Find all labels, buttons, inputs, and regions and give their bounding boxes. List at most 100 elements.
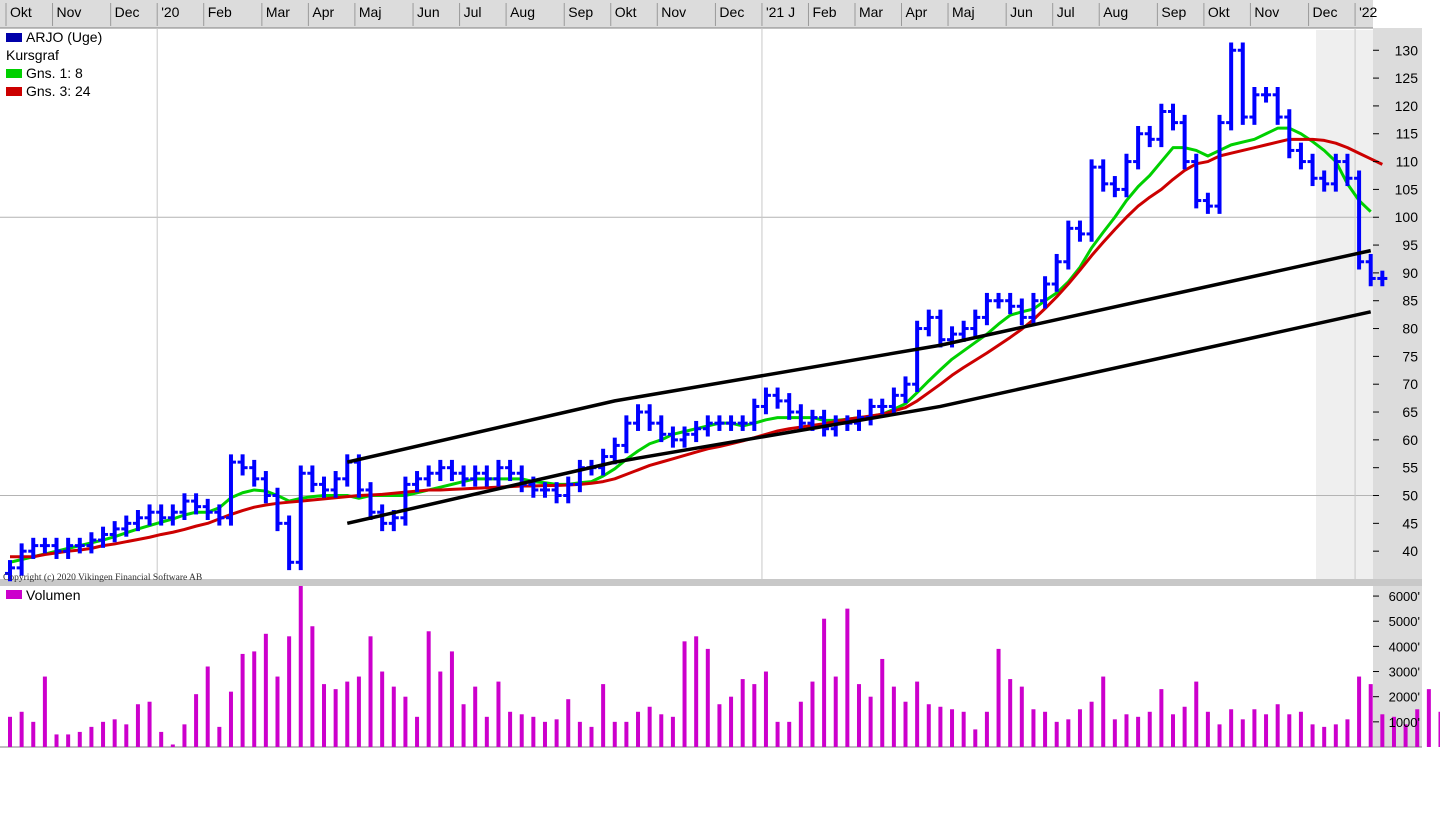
volume-bar <box>1287 714 1292 747</box>
time-axis-label: Feb <box>208 4 232 20</box>
volume-bar <box>159 731 164 747</box>
volume-bar <box>1391 716 1396 747</box>
price-axis-label: 105 <box>1395 181 1419 197</box>
volume-bar <box>729 696 734 747</box>
volume-bar <box>461 704 466 747</box>
volume-bar <box>752 684 757 747</box>
volume-bar <box>775 721 780 747</box>
volume-bar <box>798 701 803 747</box>
time-axis-label: Aug <box>1103 4 1128 20</box>
volume-bar <box>19 711 24 747</box>
grid-layer <box>0 28 1373 579</box>
volume-bar <box>240 653 245 747</box>
volume-bar <box>1147 711 1152 747</box>
volume-bar <box>612 721 617 747</box>
volume-bar <box>996 648 1001 747</box>
time-axis-label: Apr <box>906 4 928 20</box>
volume-bar <box>1438 711 1440 747</box>
volume-bar <box>1322 726 1327 747</box>
volume-bar <box>961 711 966 747</box>
volume-bar <box>1415 709 1420 747</box>
volume-bar <box>1112 719 1117 747</box>
price-axis-label: 120 <box>1395 98 1419 114</box>
time-axis-label: Nov <box>1254 4 1279 20</box>
volume-bar <box>1194 681 1199 747</box>
volume-bar <box>833 676 838 747</box>
volume-bar <box>1357 676 1362 747</box>
volume-bar <box>810 681 815 747</box>
volume-bar <box>368 636 373 747</box>
volume-bar <box>822 618 827 747</box>
volume-bar <box>438 671 443 747</box>
volume-bar <box>77 731 82 747</box>
legend-swatch-ma8 <box>6 69 22 78</box>
volume-bar <box>1333 724 1338 747</box>
volume-bar <box>1077 709 1082 747</box>
volume-bar <box>868 696 873 747</box>
volume-bar <box>1310 724 1315 747</box>
volume-bar <box>252 651 257 747</box>
volume-bar <box>856 684 861 747</box>
volume-bar <box>938 706 943 747</box>
volume-bar <box>1345 719 1350 747</box>
volume-bar <box>1368 684 1373 747</box>
volume-bar <box>915 681 920 747</box>
volume-bar <box>845 608 850 747</box>
volume-axis-label: 1000' <box>1389 715 1420 730</box>
volume-bar <box>1298 711 1303 747</box>
legend: ARJO (Uge) Kursgraf Gns. 1: 8 Gns. 3: 24 <box>6 29 102 99</box>
volume-bar <box>449 651 454 747</box>
time-axis-label: Nov <box>57 4 82 20</box>
volume-bar <box>1008 679 1013 747</box>
price-axis-label: 90 <box>1402 265 1418 281</box>
moving-average-layer <box>9 126 1383 564</box>
price-axis-label: 100 <box>1395 209 1419 225</box>
volume-bar <box>1240 719 1245 747</box>
volume-bar <box>1054 721 1059 747</box>
price-bars-layer <box>5 42 1388 582</box>
volume-bar <box>89 726 94 747</box>
price-axis-label: 50 <box>1402 488 1418 504</box>
volume-bar <box>8 716 12 747</box>
volume-bar <box>1403 724 1408 747</box>
legend-label-price: ARJO (Uge) <box>26 29 102 45</box>
legend-swatch-volume <box>6 590 22 599</box>
volume-bar <box>380 671 385 747</box>
volume-bar <box>42 676 47 747</box>
time-axis-label: '21 J <box>766 4 795 20</box>
volume-bars-layer <box>8 586 1440 747</box>
volume-bar <box>1380 714 1385 747</box>
volume-bar <box>403 696 408 747</box>
current-period-shade <box>1316 30 1373 579</box>
volume-bar <box>659 714 664 747</box>
time-axis-label: Dec <box>719 4 744 20</box>
volume-bar <box>903 701 908 747</box>
volume-bar <box>682 641 687 747</box>
volume-bar <box>542 721 547 747</box>
volume-bar <box>566 699 571 747</box>
volume-bar <box>124 724 129 747</box>
volume-bar <box>740 679 745 747</box>
time-axis-label: Dec <box>1313 4 1338 20</box>
time-axis-label: Mar <box>859 4 883 20</box>
volume-bar <box>787 721 792 747</box>
time-axis-label: Jun <box>1010 4 1033 20</box>
volume-bar <box>1019 686 1024 747</box>
volume-bar <box>205 666 210 747</box>
volume-bar <box>891 686 896 747</box>
volume-bar <box>147 701 152 747</box>
price-axis-label: 55 <box>1402 460 1418 476</box>
volume-bar <box>182 724 187 747</box>
volume-bar <box>694 636 699 747</box>
volume-bar <box>554 719 559 747</box>
volume-bar <box>496 681 501 747</box>
price-axis-panel <box>1373 28 1422 579</box>
volume-bar <box>1031 709 1036 747</box>
price-panel[interactable] <box>0 28 1373 579</box>
volume-bar <box>310 626 315 747</box>
volume-bar <box>647 706 652 747</box>
price-axis-label: 125 <box>1395 70 1419 86</box>
legend-label-ma8: Gns. 1: 8 <box>26 65 83 81</box>
price-axis-label: 110 <box>1396 154 1419 170</box>
